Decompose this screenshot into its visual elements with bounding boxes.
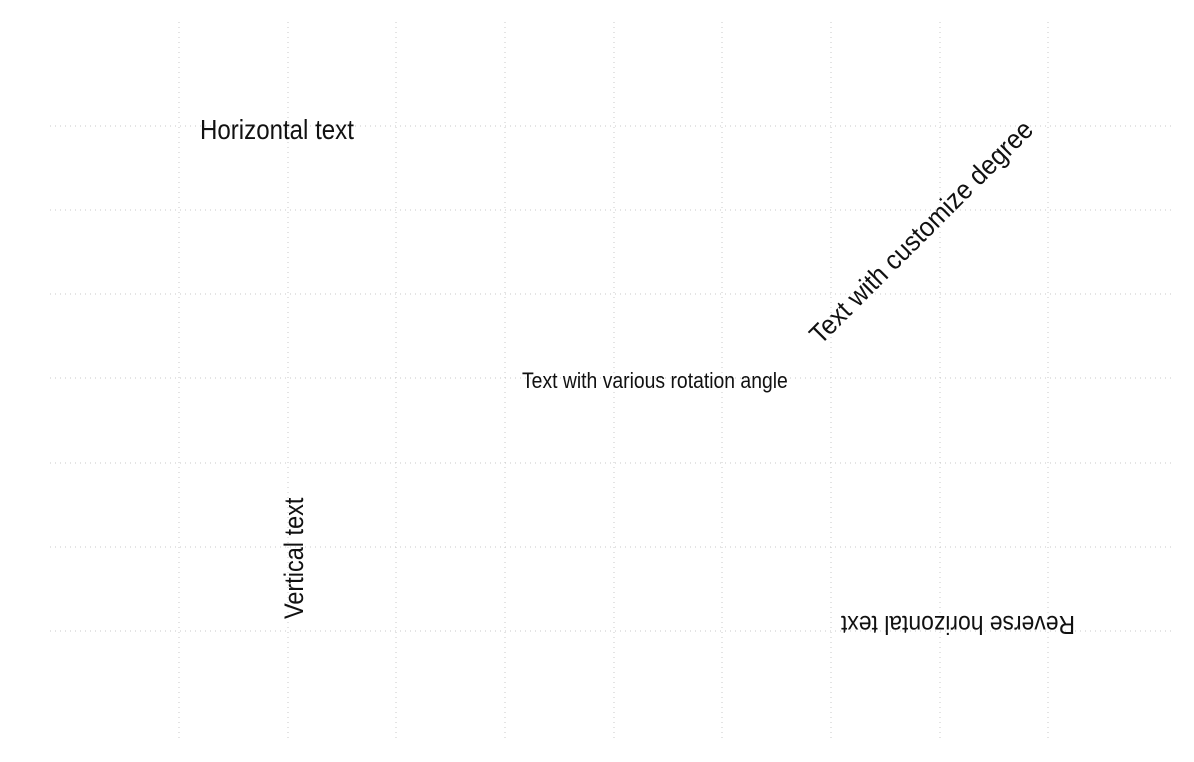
various-rotation-text-label: Text with various rotation angle xyxy=(522,368,788,393)
vertical-text-label: Vertical text xyxy=(279,497,309,619)
horizontal-text-label: Horizontal text xyxy=(200,114,354,145)
reverse-horizontal-text-label: Reverse horizontal text xyxy=(841,610,1075,640)
grid-horizontal-lines xyxy=(50,125,1172,632)
